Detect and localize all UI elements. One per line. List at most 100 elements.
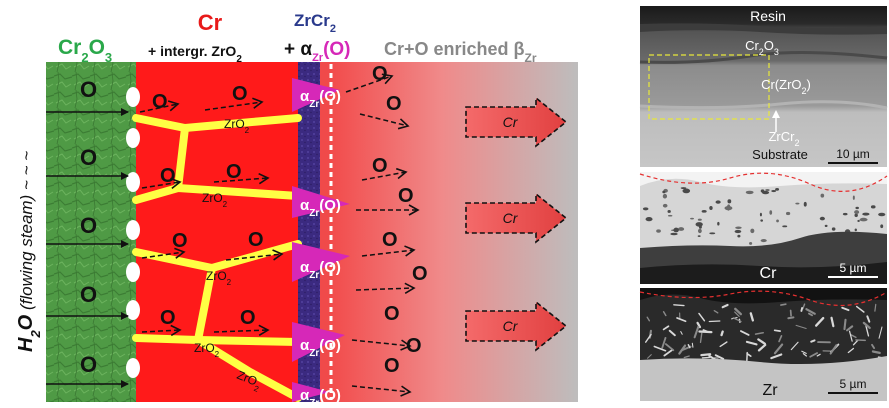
alpha-zr-label-suffix: (O) [319, 197, 341, 214]
texture-spot [832, 227, 836, 230]
texture-spot [698, 219, 702, 221]
cr-arrow-label: Cr [503, 318, 519, 334]
cr-arrow-label: Cr [503, 210, 519, 226]
texture-spot [716, 200, 721, 203]
label-cr-zro2-main: Cr(ZrO [761, 77, 801, 92]
texture-spot [667, 210, 670, 213]
texture-spot [698, 229, 702, 234]
texture-spot [843, 213, 848, 215]
texture-spot [804, 202, 807, 207]
texture-spot [862, 213, 869, 216]
alpha-zr-label-sub: Zr [309, 398, 319, 404]
alpha-zr-label-sub: Zr [309, 208, 319, 219]
oxygen-label: O [372, 63, 388, 85]
micrograph-top: Resin Cr2O3 Cr(ZrO2) ZrCr2 Substrate 10 … [640, 6, 887, 167]
scale-label-top: 10 µm [836, 147, 870, 161]
pore [126, 358, 140, 378]
texture-spot [761, 189, 765, 192]
header-alpha: + αZr(O) [284, 39, 351, 64]
texture-spot [782, 225, 787, 227]
texture-streak [722, 332, 723, 336]
pore [126, 128, 140, 148]
texture-spot [643, 207, 649, 210]
pore [126, 300, 140, 320]
label-resin: Resin [750, 8, 786, 24]
label-oxide-cr: Cr [745, 38, 759, 53]
texture-spot [663, 194, 667, 199]
zro2-label-main: ZrO [194, 341, 215, 355]
texture-spot [673, 228, 679, 233]
texture-spot [682, 189, 690, 194]
texture-spot [769, 210, 772, 214]
texture-spot [727, 199, 731, 203]
alpha-zr-label-suffix: (O) [319, 337, 341, 354]
texture-spot [786, 212, 790, 215]
zro2-label-main: ZrO [206, 269, 227, 283]
micrograph-bottom: Zr 5 µm [640, 288, 887, 401]
zro2-label-sub: 2 [215, 350, 220, 359]
header-alpha-prefix: + α [284, 39, 312, 60]
texture-streak [873, 351, 880, 352]
texture-spot [853, 196, 855, 200]
alpha-zr-label-suffix: (O) [319, 387, 341, 403]
alpha-zr-label-suffix: (O) [319, 88, 341, 105]
oxygen-label: O [398, 185, 414, 207]
steam-label-h: H [15, 337, 37, 352]
oxygen-label: O [152, 91, 168, 113]
texture-spot [737, 235, 740, 238]
label-middle: Cr [760, 265, 778, 282]
texture-streak [674, 305, 684, 306]
pore [126, 172, 140, 192]
oxygen-label: O [386, 93, 402, 115]
texture-spot [771, 190, 776, 192]
alpha-zr-label-sub: Zr [309, 348, 319, 359]
texture-spot [776, 219, 779, 222]
texture-spot [795, 203, 799, 205]
texture-spot [690, 218, 694, 220]
texture-spot [854, 214, 857, 218]
oxygen-label: O [160, 165, 176, 187]
steam-label-o: O [15, 314, 37, 330]
header-cr: Cr [198, 10, 223, 35]
texture-spot [698, 235, 701, 237]
alpha-zr-label-suffix: (O) [319, 259, 341, 276]
oxygen-label: O [384, 303, 400, 325]
oxygen-label: O [382, 229, 398, 251]
label-oxide-o: O [764, 38, 774, 53]
oxygen-label: O [80, 282, 97, 307]
header-cr-sub: + intergr. ZrO2 [148, 43, 242, 65]
label-zrcr2-main: ZrCr [768, 129, 795, 144]
micrographs: Resin Cr2O3 Cr(ZrO2) ZrCr2 Substrate 10 … [640, 6, 887, 401]
texture-spot [878, 213, 885, 216]
texture-streak [844, 320, 845, 329]
header-oxide-sub2: 3 [105, 50, 112, 65]
texture-spot [709, 232, 715, 234]
texture-streak [788, 317, 793, 318]
oxygen-label: O [160, 307, 176, 329]
texture-spot [662, 191, 665, 194]
oxygen-label: O [172, 230, 188, 252]
pore [126, 220, 140, 240]
cr-arrow-label: Cr [503, 114, 519, 130]
texture-spot [857, 220, 860, 222]
oxygen-label: O [384, 355, 400, 377]
texture-streak [699, 332, 711, 333]
texture-spot [663, 204, 668, 208]
texture-spot [880, 224, 883, 228]
header-zrcr2-main: ZrCr [294, 11, 330, 30]
texture-spot [760, 213, 762, 217]
texture-spot [855, 207, 858, 209]
zro2-label-sub: 2 [227, 278, 232, 287]
texture-spot [735, 230, 742, 233]
header-cr-subscript: 2 [236, 54, 242, 65]
texture-spot [855, 228, 857, 231]
zro2-label-sub: 2 [245, 126, 250, 135]
alpha-zr-label-sub: Zr [309, 270, 319, 281]
header-alpha-suffix: (O) [323, 39, 350, 60]
texture-spot [761, 239, 767, 242]
label-oxide-sub2: 3 [774, 47, 779, 57]
zro2-label-main: ZrO [202, 191, 223, 205]
texture-spot [860, 218, 868, 222]
